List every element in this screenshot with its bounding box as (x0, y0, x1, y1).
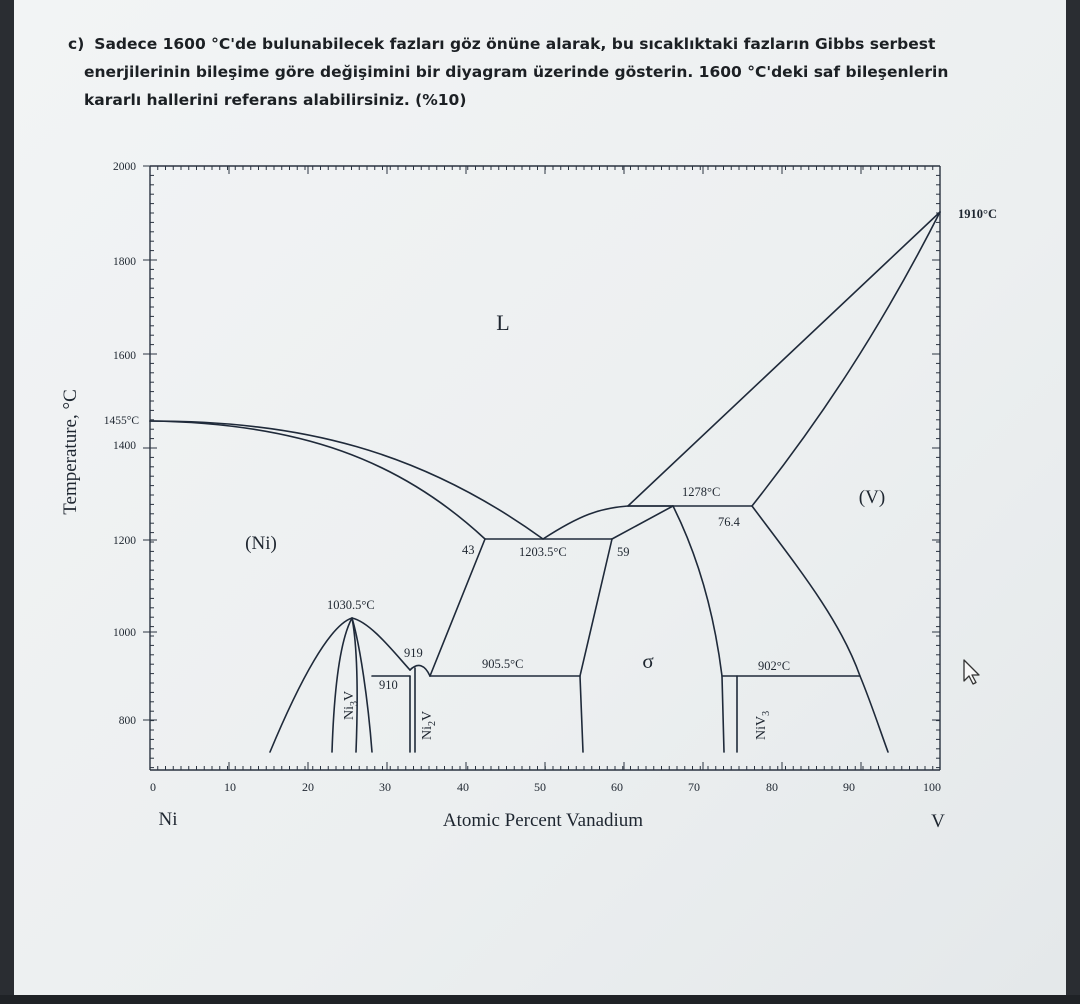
svg-text:NiV3: NiV3 (754, 711, 772, 740)
annotation-902: 902°C (758, 659, 790, 673)
sigma-left-boundary (579, 538, 613, 753)
x-tick-label: 70 (688, 780, 700, 794)
monitor-bezel (0, 995, 1080, 1004)
liquidus-sigma-side (542, 505, 629, 540)
ni3v-left-boundary (331, 617, 353, 753)
y-tick-label: 1000 (113, 627, 136, 639)
annotation-919: 919 (404, 646, 423, 660)
phase-label-ni: (Ni) (245, 533, 277, 554)
question-line-3: kararlı hallerini referans alabilirsiniz… (84, 91, 467, 109)
annotation-v-melting: 1910°C (958, 207, 997, 221)
v-solvus (751, 505, 889, 753)
phase-label-ni3v: Ni3V (342, 691, 360, 720)
x-axis-title: Atomic Percent Vanadium (443, 810, 643, 831)
annotation-peritectic: 1278°C (682, 485, 720, 499)
annotation-905: 905.5°C (482, 657, 523, 671)
liquidus-ni-side (149, 420, 544, 540)
x-tick-label: 40 (457, 780, 469, 794)
x-tick-label: 10 (224, 780, 236, 794)
annotation-eutectic-left: 43 (462, 543, 475, 557)
y-tick-label: 1455°C (104, 415, 140, 427)
question-label: c) (68, 35, 85, 53)
ni2v-peak (409, 664, 431, 677)
solidus-ni-side (149, 420, 486, 540)
annotation-ni3v-max: 1030.5°C (327, 598, 375, 612)
phase-label-liquid: L (496, 310, 509, 335)
phase-label-v: (V) (859, 487, 885, 508)
y-tick-label: 1600 (113, 350, 136, 362)
question-line-2: enerjilerinin bileşime göre değişimini b… (84, 63, 949, 81)
mouse-cursor-icon (963, 659, 980, 685)
x-tick-label: 90 (843, 780, 855, 794)
ni3v-dome-outer (269, 617, 411, 753)
y-tick-label: 1800 (113, 256, 136, 268)
right-element-label: V (931, 811, 945, 832)
svg-text:Ni3V: Ni3V (342, 691, 360, 720)
x-tick-label: 100 (923, 780, 941, 794)
x-tick-label: 50 (534, 780, 546, 794)
annotation-eutectic-right: 59 (617, 545, 630, 559)
left-element-label: Ni (159, 809, 178, 830)
annotation-eutectic: 1203.5°C (519, 545, 567, 559)
y-tick-label: 800 (119, 715, 137, 727)
x-tick-label: 60 (611, 780, 623, 794)
x-tick-label: 80 (766, 780, 778, 794)
y-tick-label: 2000 (113, 161, 136, 173)
question-text: c) Sadece 1600 °C'de bulunabilecek fazlar… (68, 30, 1018, 114)
y-tick-label: 1200 (113, 535, 136, 547)
ni3v-inner (351, 617, 358, 753)
y-tick-label: 1400 (113, 440, 136, 452)
solidus-v-side (751, 211, 941, 507)
x-tick-label: 20 (302, 780, 314, 794)
tick-marks (143, 165, 941, 770)
x-tick-label: 30 (379, 780, 391, 794)
y-axis-title: Temperature, °C (60, 389, 81, 515)
sigma-top-peak (611, 505, 674, 540)
x-tick-label: 0 (150, 780, 156, 794)
phase-label-ni2v: Ni2V (420, 711, 438, 740)
question-line-1: c) Sadece 1600 °C'de bulunabilecek fazlar… (68, 35, 936, 53)
ni-solvus-upper (429, 538, 486, 677)
svg-text:Ni2V: Ni2V (420, 711, 438, 740)
annotation-910: 910 (379, 678, 398, 692)
ni3v-right-boundary (351, 617, 373, 753)
annotation-peritectic-comp: 76.4 (718, 515, 741, 529)
sigma-right-boundary (672, 505, 725, 753)
phase-label-niv3: NiV3 (754, 711, 772, 740)
phase-label-sigma: σ (642, 649, 653, 673)
liquidus-v-side (627, 211, 941, 507)
